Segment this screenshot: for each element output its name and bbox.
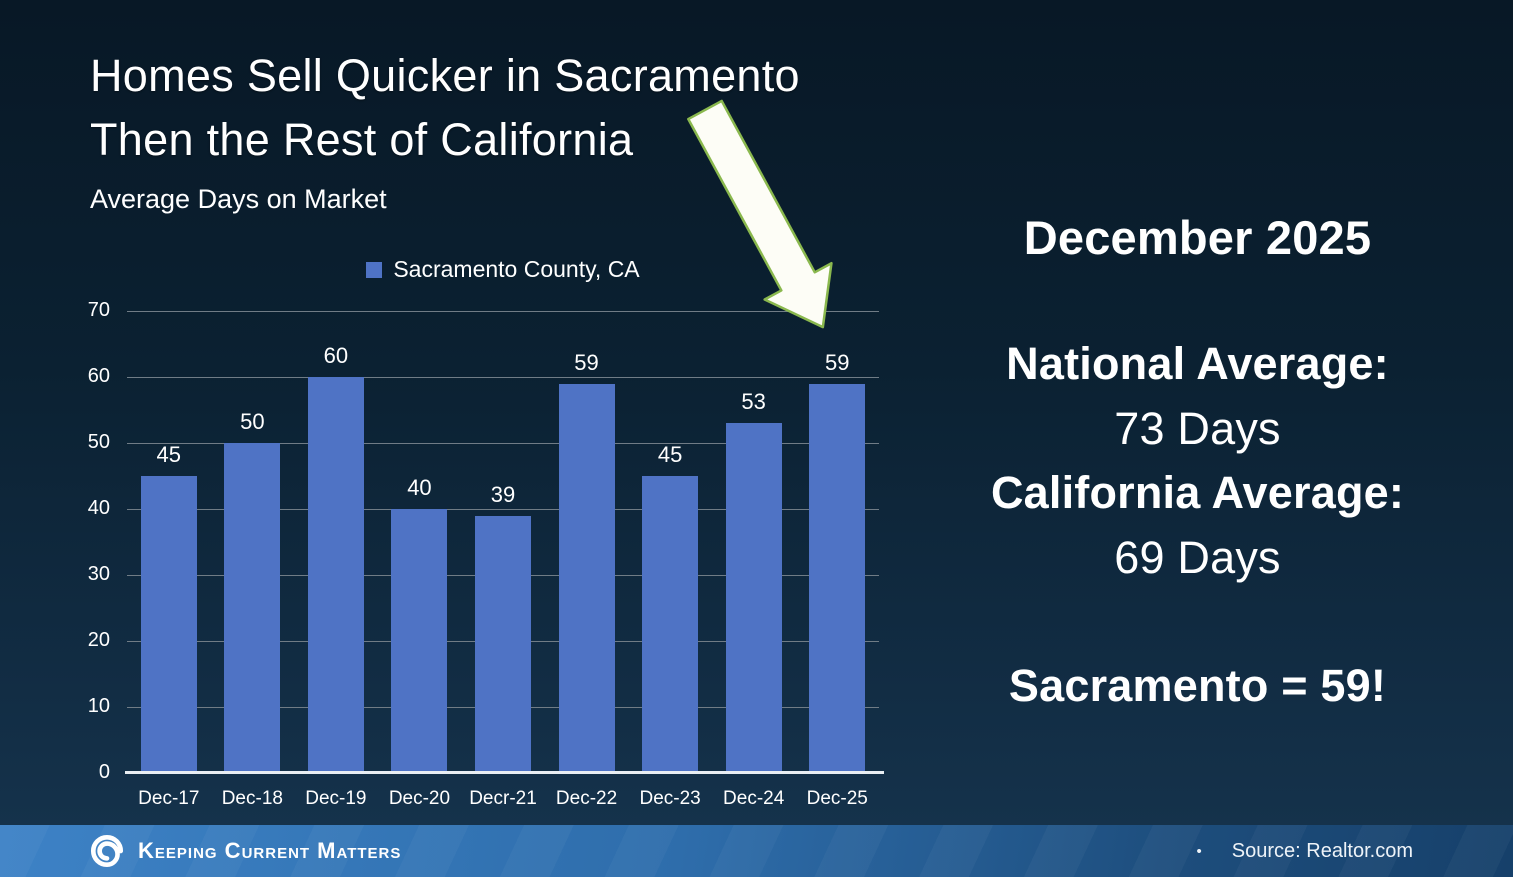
y-tick-label-0: 0: [98, 761, 110, 783]
y-tick-label-20: 20: [87, 629, 110, 651]
x-tick-label: Dec-22: [555, 788, 618, 809]
legend-label: Sacramento County, CA: [393, 256, 640, 282]
x-axis-line: [125, 771, 884, 774]
bar-value-label: 45: [156, 442, 182, 467]
x-tick-label: Dec-25: [806, 788, 868, 809]
slide-title-line1: Homes Sell Quicker in Sacramento: [90, 50, 800, 101]
bar-value-label: 50: [240, 409, 265, 434]
source-attribution: • Source: Realtor.com: [1197, 825, 1413, 877]
x-tick-label: Dec-24: [723, 788, 785, 809]
x-tick-label: Decr-21: [469, 788, 537, 809]
bullet-icon: •: [1196, 842, 1202, 860]
slide-title-line2: Then the Rest of California: [90, 114, 634, 165]
bar-value-label: 59: [824, 349, 850, 375]
panel-california-label: California Average:: [990, 467, 1405, 518]
bar-Dec-24: [725, 423, 782, 773]
bar-Dec-19: [307, 377, 364, 773]
x-tick-label: Dec-19: [305, 788, 367, 809]
x-tick-label: Dec-17: [138, 788, 200, 809]
bar-value-label: 60: [323, 343, 349, 368]
legend-swatch-icon: [366, 261, 383, 278]
panel-california-value: 69 Days: [1114, 532, 1281, 583]
y-tick-label-70: 70: [87, 299, 110, 321]
chart-subtitle: Average Days on Market: [90, 184, 387, 214]
y-tick-label-60: 60: [87, 365, 110, 387]
panel-national-value: 73 Days: [1114, 403, 1281, 454]
bar-value-label: 59: [574, 349, 599, 375]
bar-value-label: 45: [657, 442, 683, 467]
y-tick-label-50: 50: [87, 431, 110, 453]
panel-national-label: National Average:: [1006, 338, 1389, 389]
source-text: Source: Realtor.com: [1231, 839, 1413, 862]
bar-Dec-18: [224, 443, 281, 773]
y-tick-label-40: 40: [87, 497, 110, 519]
footer-bar: Keeping Current Matters • Source: Realto…: [0, 825, 1513, 877]
brand-logo: Keeping Current Matters: [88, 825, 401, 877]
bar-Dec-17: [140, 476, 197, 773]
bar-chart-plot-area: 45 Dec-17 50 Dec-18 60 Dec-19 40 Dec-20 39 Decr-2…: [127, 311, 879, 809]
kcm-swirl-icon: [90, 834, 124, 868]
y-tick-label-10: 10: [87, 695, 110, 717]
chart-legend: Sacramento County, CA: [127, 256, 879, 283]
bar-Dec-25: [809, 383, 866, 773]
x-tick-label: Dec-20: [388, 788, 451, 809]
bar-Dec-22: [558, 383, 615, 773]
gridline-70: [127, 311, 879, 312]
bar-Dec-23: [642, 476, 699, 773]
bar-Dec-20: [391, 509, 448, 773]
panel-highlight: Sacramento = 59!: [1008, 660, 1387, 711]
gridline-60: [127, 377, 879, 378]
slide-title: Homes Sell Quicker in Sacramento Then th…: [90, 44, 800, 172]
y-tick-label-30: 30: [87, 563, 110, 585]
brand-name: Keeping Current Matters: [138, 838, 402, 863]
panel-heading: December 2025: [1023, 211, 1372, 264]
bar-Decr-21: [475, 515, 531, 773]
bar-value-label: 39: [490, 481, 516, 507]
bar-value-label: 53: [741, 389, 766, 415]
gridline-50: [127, 443, 879, 444]
x-tick-label: Dec-23: [639, 788, 701, 809]
x-tick-label: Dec-18: [221, 788, 283, 809]
gridline-40: [127, 509, 879, 510]
bar-value-label: 40: [407, 475, 432, 500]
